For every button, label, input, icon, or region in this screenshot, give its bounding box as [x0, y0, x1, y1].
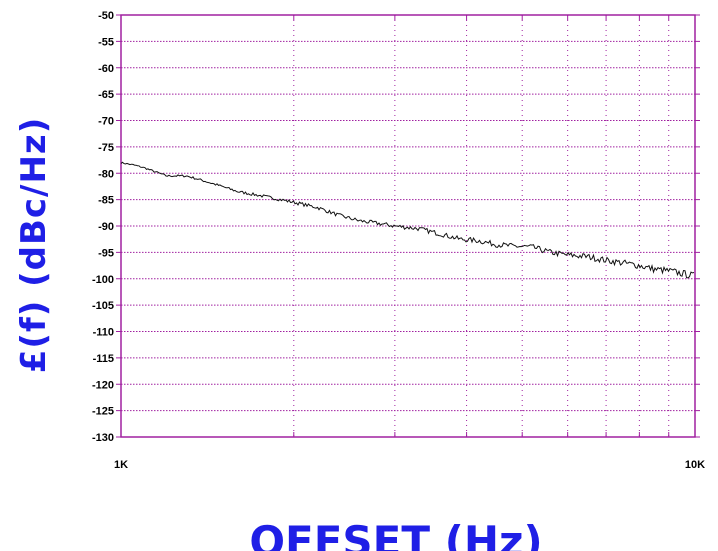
y-axis-label: £(f) (dBc/Hz)	[14, 116, 54, 374]
y-tick-label: -95	[98, 247, 114, 259]
y-tick-label: -55	[98, 36, 114, 48]
plot-frame	[120, 14, 696, 438]
y-tick-label: -90	[98, 221, 114, 233]
x-tick-label: 1K	[114, 459, 128, 471]
y-tick-label: -75	[98, 142, 114, 154]
axis-ticks	[116, 14, 700, 438]
y-tick-label: -105	[92, 300, 114, 312]
y-tick-label: -110	[93, 327, 114, 339]
y-tick-labels: -50 -55 -60 -65 -70 -75 -80 -85 -90 -95 -100 -105 -1…	[92, 10, 114, 444]
y-tick-label: -80	[98, 168, 114, 180]
y-tick-label: -65	[98, 89, 114, 101]
y-tick-label: -100	[92, 274, 114, 286]
series-line-phase-noise	[120, 161, 695, 279]
y-tick-label: -130	[92, 432, 114, 444]
gridlines	[121, 15, 695, 437]
y-tick-label: -125	[92, 406, 114, 418]
y-tick-label: -85	[98, 195, 114, 207]
x-tick-label: 10K	[685, 459, 705, 471]
y-tick-label: -60	[98, 63, 114, 75]
y-tick-label: -120	[92, 379, 114, 391]
y-tick-label: -50	[98, 10, 114, 22]
y-tick-label: -70	[98, 116, 114, 128]
x-tick-labels: 1K 10K	[114, 459, 705, 471]
x-axis-label: OFFSET (Hz)	[249, 517, 543, 551]
y-tick-label: -115	[93, 353, 114, 365]
